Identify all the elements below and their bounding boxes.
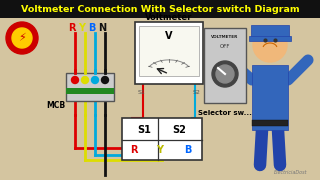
Text: Y: Y: [156, 145, 163, 155]
Text: MCB: MCB: [46, 100, 66, 109]
Circle shape: [101, 76, 108, 84]
Circle shape: [71, 76, 78, 84]
Bar: [249, 36, 291, 41]
Text: VOLTMETER: VOLTMETER: [212, 35, 239, 39]
Text: ⚡: ⚡: [18, 33, 26, 43]
Text: Selector sw...: Selector sw...: [198, 110, 252, 116]
Text: N: N: [98, 23, 106, 33]
Circle shape: [253, 28, 287, 62]
Text: V: V: [165, 31, 173, 41]
Bar: [204, 28, 246, 103]
Bar: [139, 26, 199, 76]
Circle shape: [82, 76, 89, 84]
Text: B: B: [184, 145, 191, 155]
Bar: [252, 65, 288, 130]
Circle shape: [6, 22, 38, 54]
Text: Voltmeter Connection With Selector switch Diagram: Voltmeter Connection With Selector switc…: [21, 4, 299, 14]
Bar: [0, 0, 320, 18]
Circle shape: [12, 28, 32, 48]
Text: Y: Y: [78, 23, 85, 33]
Circle shape: [216, 65, 234, 83]
Text: S1: S1: [137, 89, 145, 94]
Bar: [66, 88, 114, 94]
Bar: [66, 73, 114, 101]
Text: S2: S2: [193, 89, 201, 94]
Text: S1: S1: [138, 125, 151, 135]
Bar: [252, 120, 288, 126]
Bar: [251, 25, 289, 37]
Text: Voltmeter: Voltmeter: [145, 14, 193, 22]
Text: ElectriciaDost: ElectriciaDost: [274, 170, 307, 174]
Text: B: B: [88, 23, 96, 33]
Circle shape: [92, 76, 99, 84]
Circle shape: [212, 61, 238, 87]
Text: OFF: OFF: [220, 44, 230, 48]
Bar: [122, 118, 202, 160]
Text: S2: S2: [173, 125, 187, 135]
Bar: [135, 22, 203, 84]
Text: R: R: [68, 23, 76, 33]
Text: R: R: [130, 145, 138, 155]
